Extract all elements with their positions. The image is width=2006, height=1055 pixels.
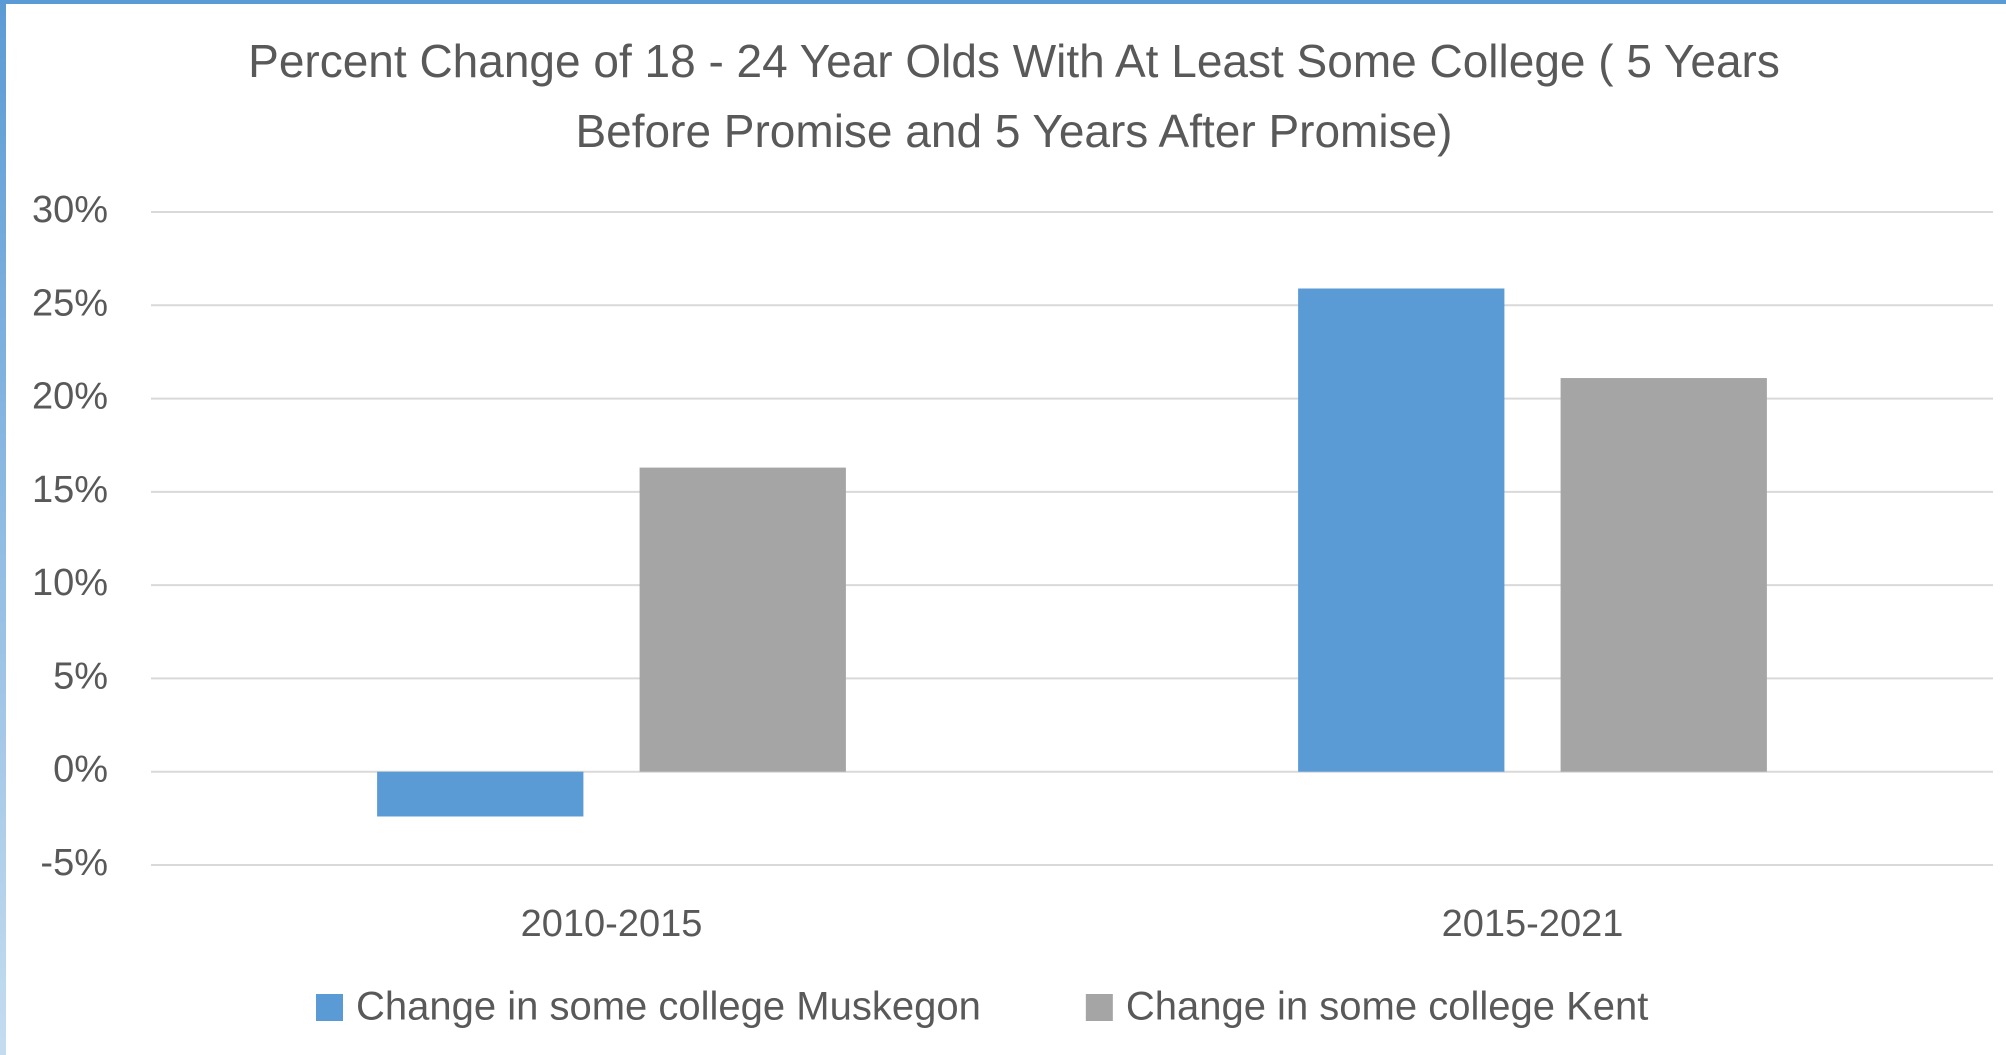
top-border bbox=[0, 0, 2006, 4]
y-tick-label: 0% bbox=[53, 749, 108, 791]
bar bbox=[377, 771, 584, 817]
y-tick-label: 25% bbox=[32, 282, 108, 324]
x-tick-label: 2010-2015 bbox=[521, 903, 703, 945]
legend-label: Change in some college Muskegon bbox=[356, 985, 981, 1029]
y-tick-label: 15% bbox=[32, 469, 108, 511]
legend-swatch bbox=[316, 994, 343, 1021]
bar bbox=[639, 467, 846, 772]
left-border bbox=[0, 0, 6, 1055]
chart-title: Percent Change of 18 - 24 Year Olds With… bbox=[248, 35, 1780, 157]
y-tick-label: 20% bbox=[32, 376, 108, 418]
y-tick-label: 10% bbox=[32, 562, 108, 604]
legend-swatch bbox=[1085, 994, 1113, 1021]
y-tick-label: -5% bbox=[40, 842, 108, 884]
bar bbox=[1298, 288, 1505, 772]
y-tick-label: 5% bbox=[53, 655, 108, 697]
legend-label: Change in some college Kent bbox=[1126, 985, 1649, 1029]
y-tick-label: 30% bbox=[32, 189, 108, 231]
bar bbox=[1560, 378, 1767, 772]
x-tick-label: 2015-2021 bbox=[1442, 903, 1624, 945]
